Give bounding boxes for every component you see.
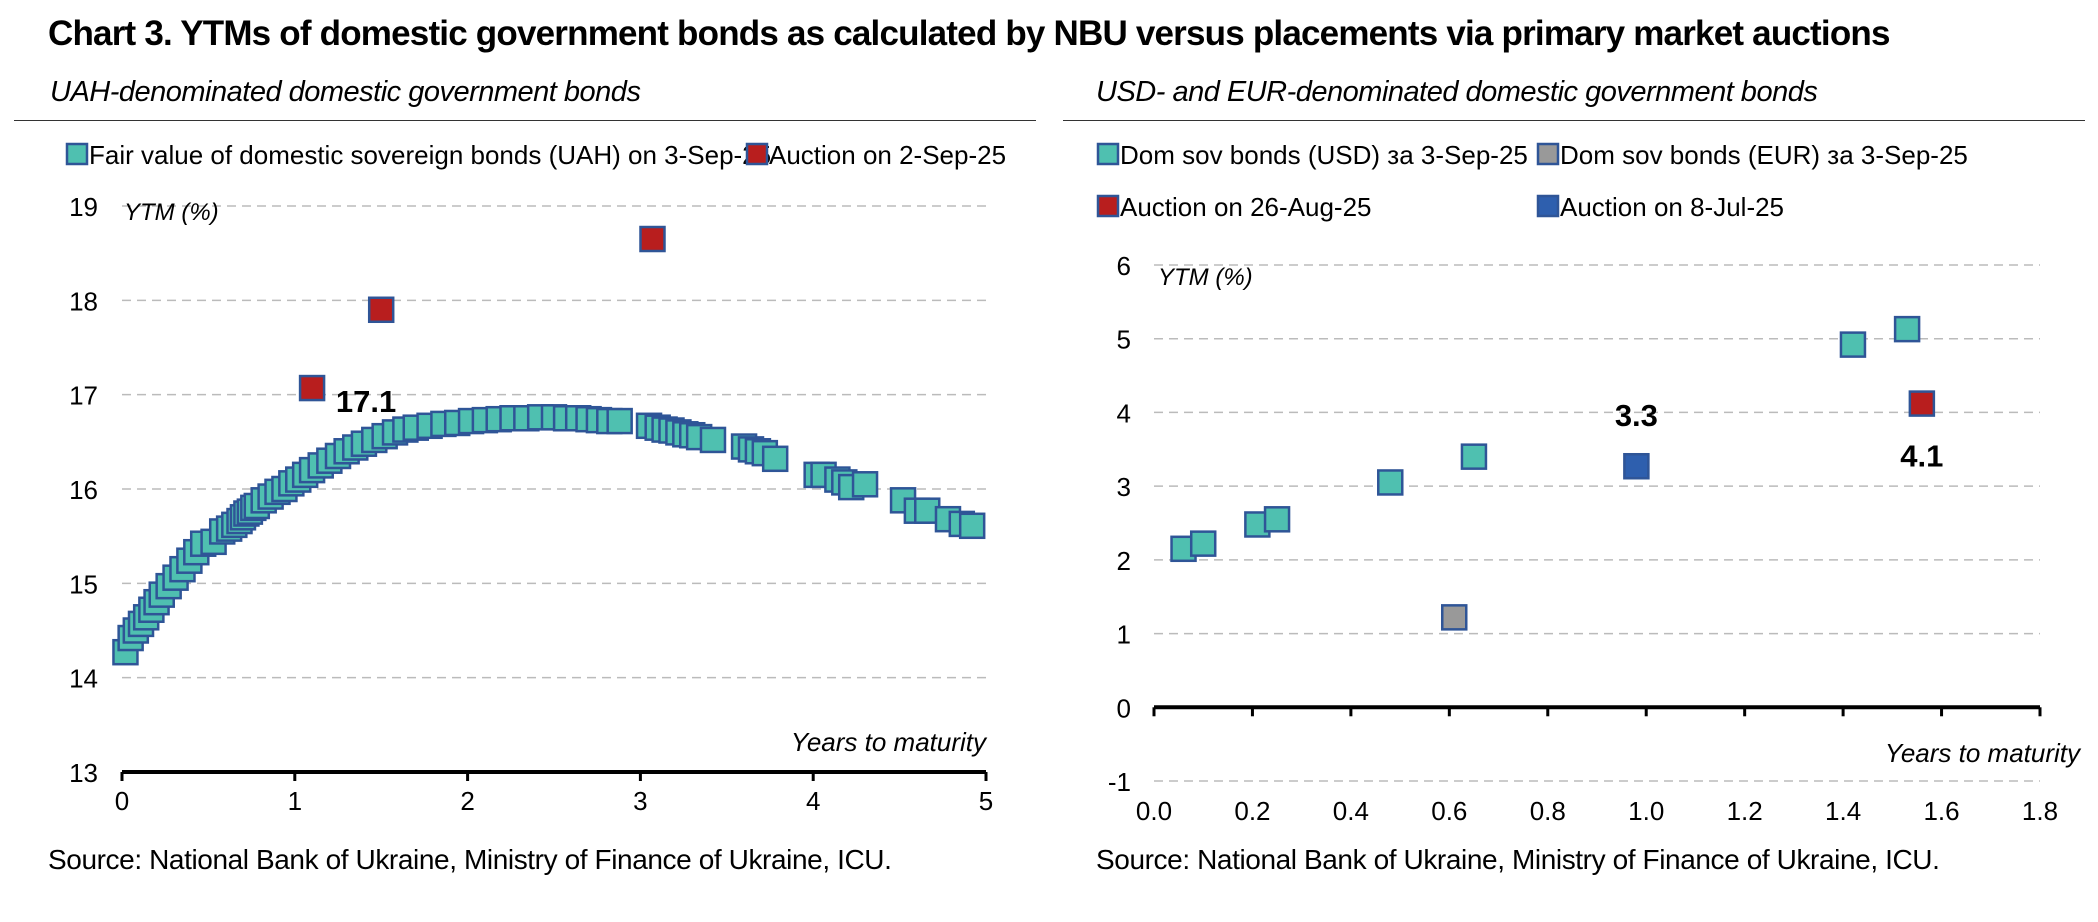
legend-entry: Fair value of domestic sovereign bonds (… <box>89 140 771 170</box>
y-axis-title: YTM (%) <box>124 199 219 226</box>
x-tick-label: 0.4 <box>1333 796 1369 826</box>
x-tick-label: 0.6 <box>1431 796 1467 826</box>
data-point-series-2 <box>367 296 395 324</box>
data-point-series-2 <box>1441 604 1468 631</box>
legend-entry: Auction on 2-Sep-25 <box>769 140 1006 170</box>
x-axis-title: Years to maturity <box>791 727 988 757</box>
data-point-series-1 <box>1263 506 1291 533</box>
y-tick-label: 19 <box>69 192 98 222</box>
y-axis-title: YTM (%) <box>1158 264 1253 291</box>
y-tick-label: 3 <box>1117 472 1131 502</box>
data-point-series-3 <box>1908 390 1936 417</box>
left-chart-subtitle: UAH-denominated domestic government bond… <box>50 76 641 108</box>
legend-swatch <box>1536 142 1560 166</box>
data-point-series-2 <box>298 374 326 402</box>
uah-bonds-scatter-chart: 13 14 15 16 17 18 19 0 1 2 3 4 5 YTM (%) Years to matu… <box>65 140 1006 816</box>
data-point-series-1 <box>699 426 727 454</box>
data-point-series-1 <box>1893 315 1921 343</box>
y-tick-label: 0 <box>1117 693 1131 723</box>
legend-entry: Auction on 26-Aug-25 <box>1120 192 1372 222</box>
x-tick-label: 0.0 <box>1136 796 1172 826</box>
legend-entry: Dom sov bonds (EUR) за 3-Sep-25 <box>1560 140 1968 170</box>
legend-entry: Dom sov bonds (USD) за 3-Sep-25 <box>1120 140 1528 170</box>
data-point-series-4 <box>1623 452 1650 480</box>
x-tick-label: 1.6 <box>1923 796 1959 826</box>
legend-swatch <box>1536 194 1560 218</box>
y-tick-label: 18 <box>69 286 98 316</box>
legend-swatch <box>745 142 769 166</box>
data-point-series-1 <box>761 445 789 473</box>
legend-swatch <box>65 142 89 166</box>
right-source-note: Source: National Bank of Ukraine, Minist… <box>1096 844 1940 875</box>
data-point-series-1 <box>1460 443 1488 470</box>
data-point-series-1 <box>606 407 633 435</box>
x-tick-label: 1.8 <box>2022 796 2058 826</box>
y-tick-label: 5 <box>1117 325 1131 355</box>
y-tick-label: 6 <box>1117 251 1131 281</box>
data-label: 3.3 <box>1615 398 1658 433</box>
data-point-series-1 <box>1839 331 1867 358</box>
data-point-series-1 <box>1377 469 1404 496</box>
y-tick-label: 16 <box>69 475 98 505</box>
y-tick-label: 17 <box>69 381 98 411</box>
y-tick-label: 14 <box>69 664 98 694</box>
data-point-series-1 <box>1189 530 1217 557</box>
y-tick-label: -1 <box>1108 767 1131 797</box>
x-tick-label: 0.2 <box>1234 796 1270 826</box>
x-tick-label: 1 <box>288 786 302 816</box>
x-tick-label: 3 <box>633 786 647 816</box>
data-point-series-1 <box>958 512 986 540</box>
legend-swatch <box>1096 142 1120 166</box>
x-tick-label: 2 <box>460 786 474 816</box>
x-tick-label: 0 <box>115 786 129 816</box>
left-header-rule <box>14 120 1036 121</box>
y-tick-label: 4 <box>1117 398 1131 428</box>
right-chart-subtitle: USD- and EUR-denominated domestic govern… <box>1096 76 1818 108</box>
y-tick-label: 2 <box>1117 546 1131 576</box>
x-tick-label: 1.2 <box>1727 796 1763 826</box>
chart-main-title: Chart 3. YTMs of domestic government bon… <box>48 14 1890 53</box>
data-label: 4.1 <box>1900 439 1943 474</box>
y-tick-label: 1 <box>1117 620 1131 650</box>
data-label: 17.1 <box>336 384 396 419</box>
legend-swatch <box>1096 194 1120 218</box>
x-axis-title: Years to maturity <box>1885 738 2082 768</box>
x-tick-label: 1.0 <box>1628 796 1664 826</box>
y-tick-label: 15 <box>69 569 98 599</box>
x-tick-label: 0.8 <box>1530 796 1566 826</box>
x-tick-label: 4 <box>806 786 820 816</box>
data-point-series-1 <box>851 471 879 498</box>
left-source-note: Source: National Bank of Ukraine, Minist… <box>48 844 892 875</box>
right-header-rule <box>1063 120 2085 121</box>
x-tick-label: 1.4 <box>1825 796 1861 826</box>
data-point-series-2 <box>639 225 666 253</box>
legend-entry: Auction on 8-Jul-25 <box>1560 192 1784 222</box>
y-tick-label: 13 <box>69 758 98 788</box>
x-tick-label: 5 <box>979 786 993 816</box>
